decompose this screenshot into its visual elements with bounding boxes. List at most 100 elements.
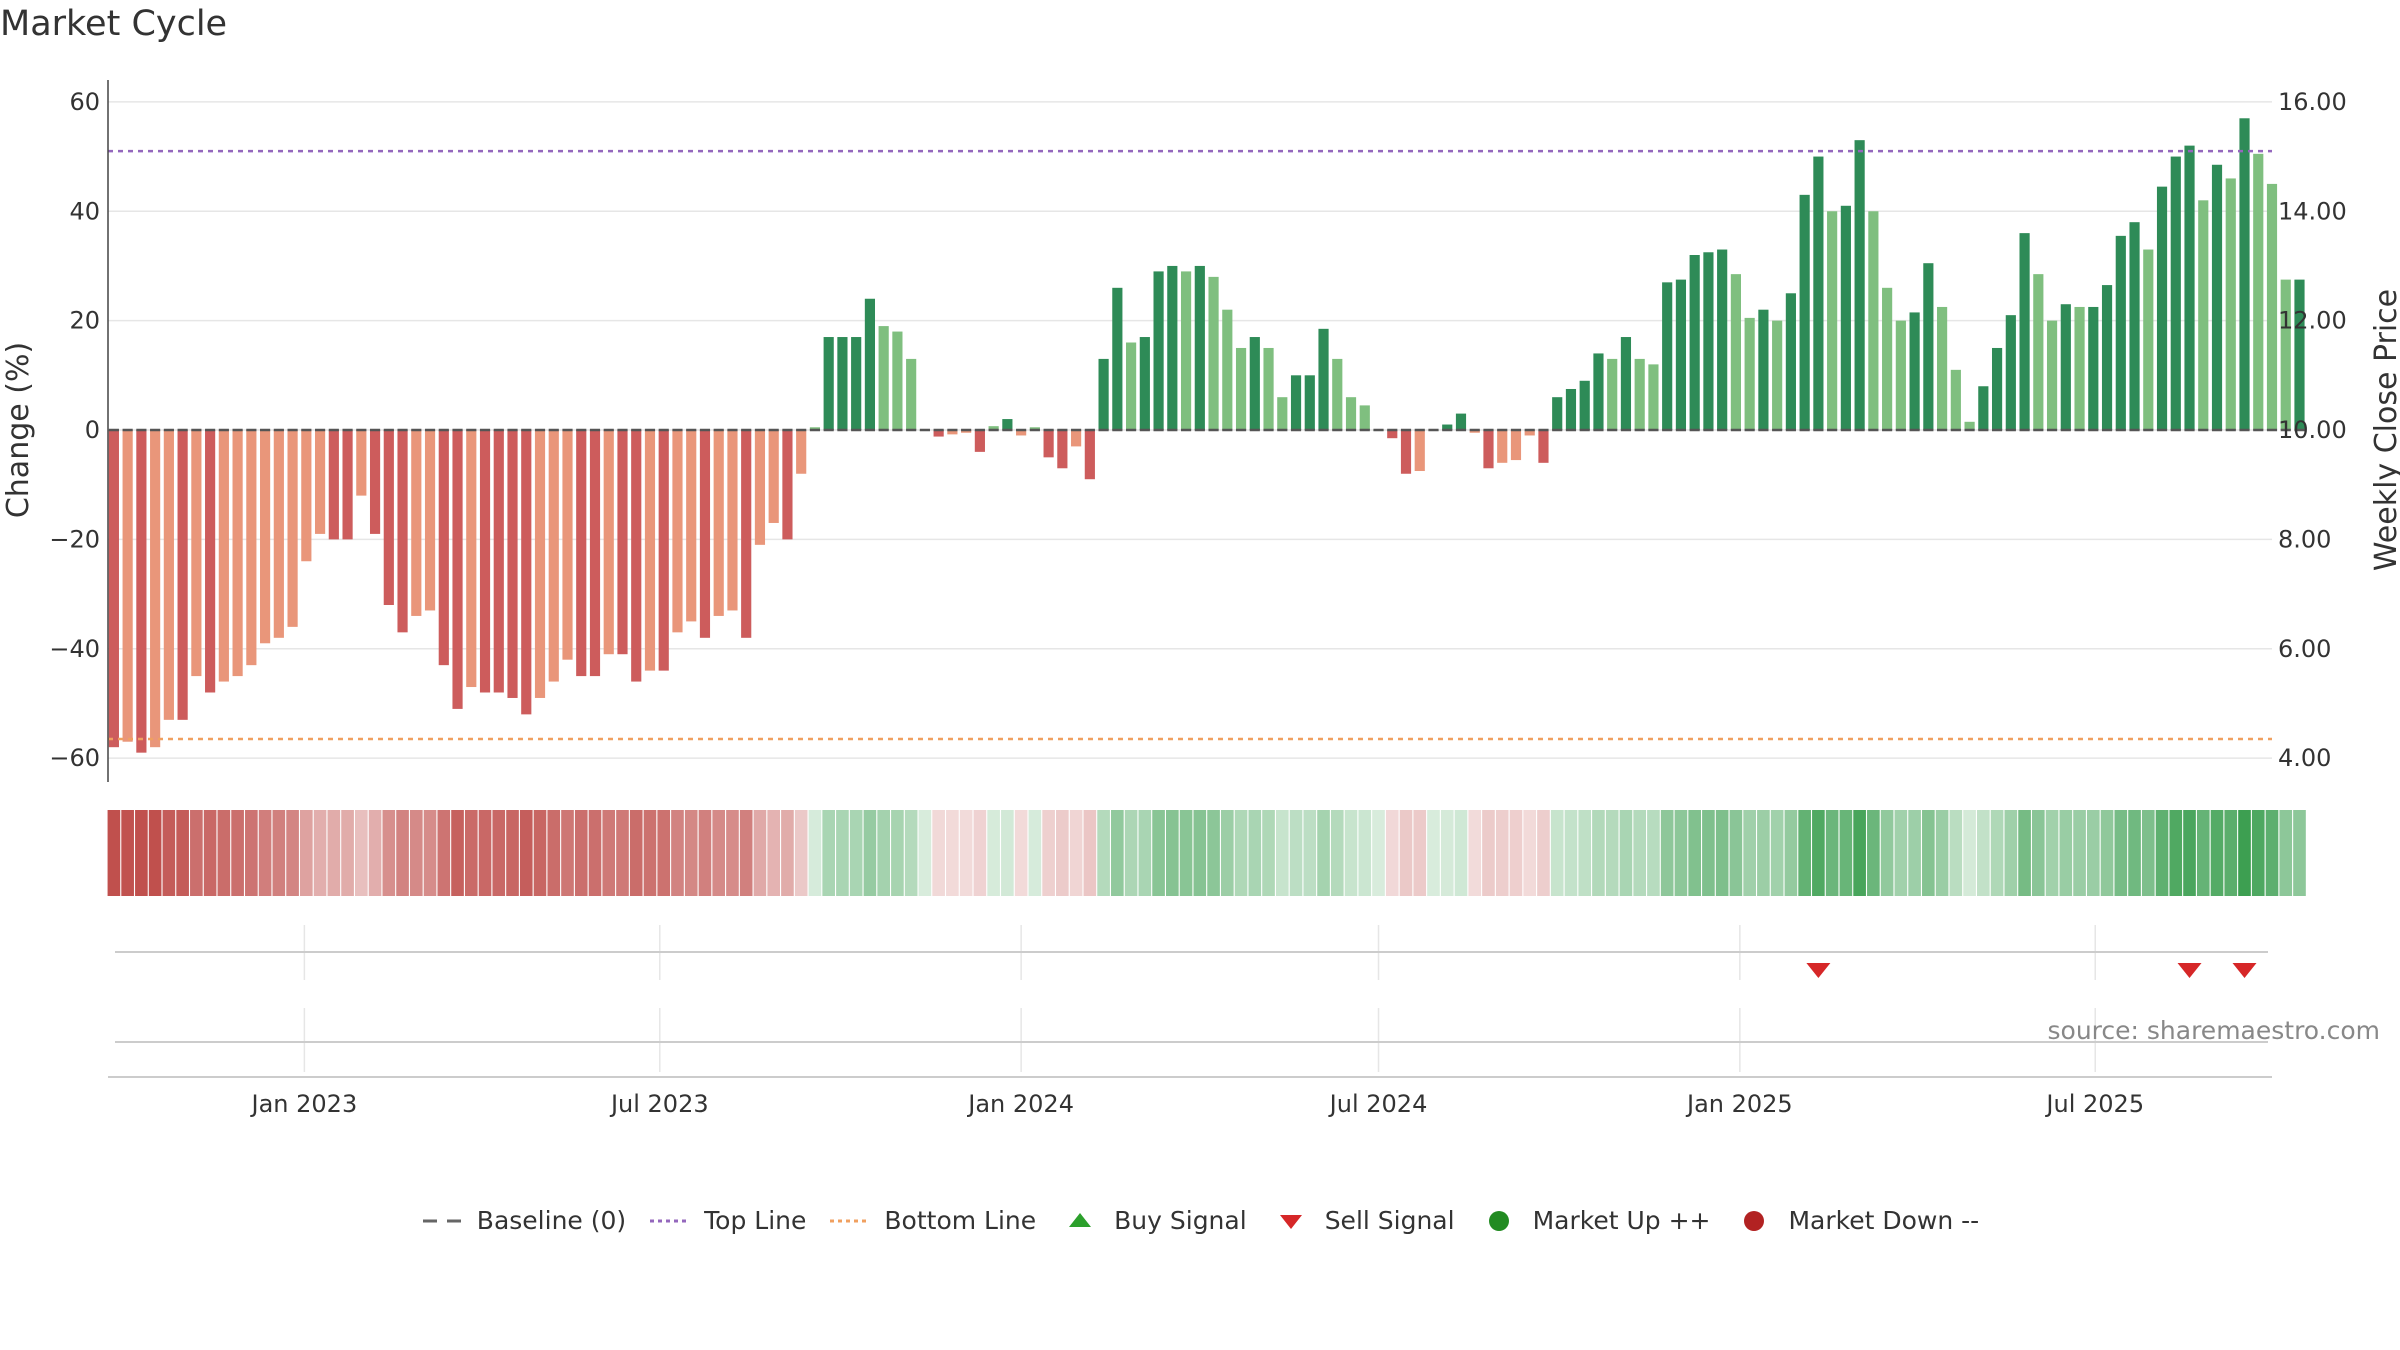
bar [906,358,917,430]
sell-signal-marker [2177,963,2202,978]
bar [232,430,243,677]
y-tick-label: −40 [49,635,100,663]
bar [933,430,944,437]
y2-tick-label: 14.00 [2278,197,2347,225]
bar [369,430,381,534]
strip-cell [2018,810,2031,896]
strip-cell [1867,810,1880,896]
bar [974,430,985,452]
bar [892,331,903,430]
strip-cell [753,810,767,896]
strip-cell [162,810,176,896]
bar [2211,164,2223,430]
strip-cell [1798,810,1811,896]
strip-cell [836,810,849,896]
bar [1758,309,1769,430]
y2-tick-label: 10.00 [2278,416,2347,444]
strip-cell [1715,810,1729,896]
bar [136,430,147,753]
legend-symbol-triangle-up-icon [1069,1212,1092,1227]
strip-cell [396,810,409,896]
strip-cell [258,810,272,896]
strip-cell [1001,810,1014,896]
strip-cell [478,810,492,896]
strip-cell [1770,810,1784,896]
bar [576,430,587,677]
bar [878,326,889,430]
bar [1387,430,1398,439]
strip-cell [272,810,286,896]
bar [1263,347,1274,430]
strip-cell [2004,810,2018,896]
strip-cell [1097,810,1110,896]
bar [1098,358,1109,430]
bar [1359,405,1370,430]
strip-cell [588,810,602,896]
strip-cell [1275,810,1289,896]
strip-cell [1468,810,1482,896]
strip-cell [1152,810,1165,896]
bar [864,298,876,430]
strip-cell [1385,810,1399,896]
strip-cell [1124,810,1138,896]
strip-cell [2183,810,2196,896]
bar [2253,153,2264,430]
bar [1304,375,1315,430]
strip-cell [1083,810,1097,896]
strip-cell [2141,810,2155,896]
strip-cell [1248,810,1262,896]
strip-cell [643,810,657,896]
sell-signal-marker [2232,963,2257,978]
bar [493,430,504,693]
bar [1882,287,1893,430]
strip-cell [1509,810,1523,896]
bar [1813,156,1824,430]
bar [479,430,491,693]
bar [603,430,614,655]
bar [672,430,683,633]
bar [2294,279,2305,430]
x-tick-label: Jan 2024 [966,1090,1074,1118]
bar [521,430,532,715]
legend-symbol-circle-icon [1488,1210,1509,1231]
y2-tick-label: 12.00 [2278,307,2347,335]
bar [2280,279,2291,430]
bar [1469,430,1480,433]
strip-cell [382,810,396,896]
bar [2088,306,2099,430]
bar [1634,358,1645,430]
strip-cell [808,810,822,896]
strip-cell [739,810,753,896]
bar [438,430,449,666]
strip-cell [2265,810,2279,896]
strip-cell [1660,810,1674,896]
strip-cell [1578,810,1592,896]
bar [1950,369,1961,430]
strip-cell [2128,810,2141,896]
bar [1868,211,1879,430]
bar [2184,145,2195,430]
strip-cell [1399,810,1413,896]
bar [1579,380,1590,430]
bar [1937,306,1948,430]
bar [1648,364,1659,430]
legend: Baseline (0) Top Line Bottom Line Buy Signa… [0,1206,2400,1235]
y2-tick-label: 8.00 [2278,525,2331,553]
legend-label: Market Down -- [1788,1206,1980,1235]
bar [383,430,394,605]
strip-cell [1440,810,1454,896]
strip-cell [794,810,808,896]
legend-symbol-circle-icon [1744,1210,1765,1231]
strip-cell [891,810,904,896]
strip-cell [1138,810,1152,896]
bar [2239,118,2250,430]
bar [287,430,298,627]
strip-cell [1674,810,1688,896]
bar [1057,430,1068,469]
bar [2225,178,2236,430]
bar [1071,430,1082,447]
strip-cell [1111,810,1124,896]
bar [1895,320,1906,430]
x-tick-label: Jul 2024 [1328,1090,1428,1118]
strip-cell [533,810,547,896]
